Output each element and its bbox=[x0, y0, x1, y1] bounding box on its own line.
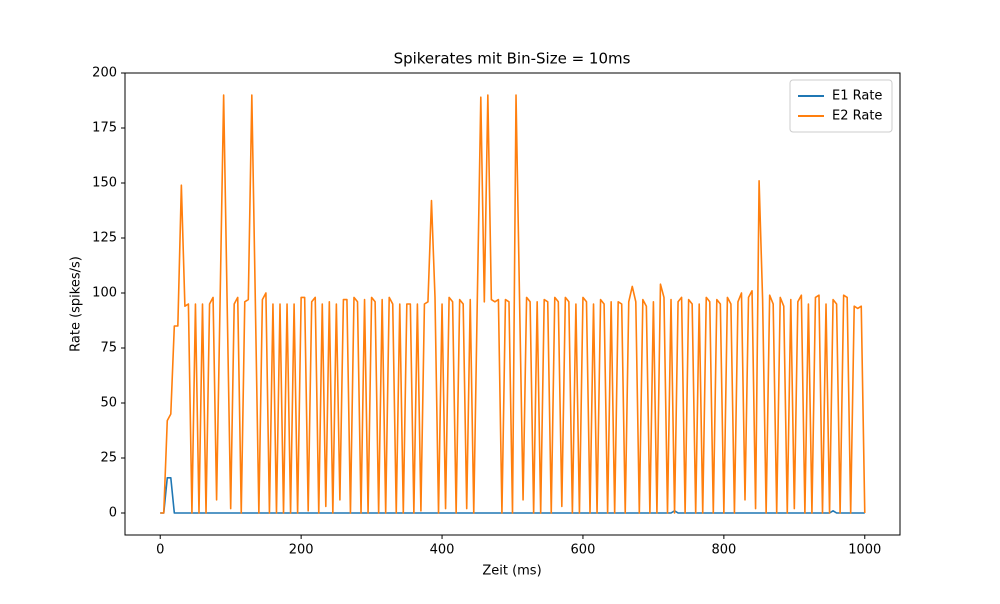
x-tick-label: 600 bbox=[571, 543, 596, 558]
x-axis-label: Zeit (ms) bbox=[482, 564, 541, 579]
y-tick-label: 75 bbox=[100, 341, 117, 356]
y-tick-label: 200 bbox=[92, 66, 117, 81]
y-tick-label: 0 bbox=[109, 506, 117, 521]
legend-label: E2 Rate bbox=[832, 109, 882, 124]
legend-box bbox=[789, 79, 893, 133]
y-tick-label: 50 bbox=[100, 396, 117, 411]
y-tick-label: 150 bbox=[92, 176, 117, 191]
x-tick-label: 400 bbox=[430, 543, 455, 558]
x-tick-label: 1000 bbox=[848, 543, 881, 558]
x-tick-label: 200 bbox=[289, 543, 314, 558]
y-axis-label: Rate (spikes/s) bbox=[69, 256, 84, 352]
legend-label: E1 Rate bbox=[832, 89, 882, 104]
chart-title: Spikerates mit Bin-Size = 10ms bbox=[394, 50, 631, 68]
series-line bbox=[160, 94, 866, 514]
y-tick-label: 175 bbox=[92, 121, 117, 136]
plot-frame bbox=[124, 72, 901, 536]
y-tick-label: 100 bbox=[92, 286, 117, 301]
y-tick-label: 125 bbox=[92, 231, 117, 246]
y-tick-label: 25 bbox=[100, 451, 117, 466]
x-tick-label: 0 bbox=[156, 543, 164, 558]
x-tick-label: 800 bbox=[711, 543, 736, 558]
